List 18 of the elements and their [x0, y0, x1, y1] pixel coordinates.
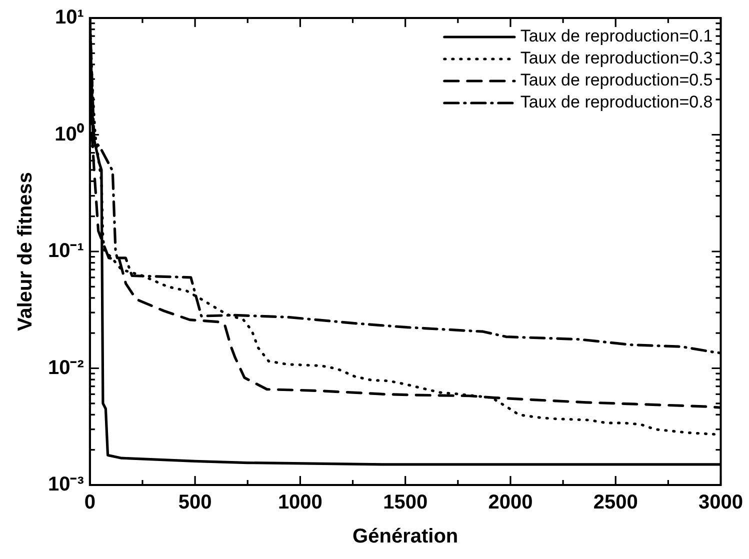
x-tick-label: 2000 [488, 492, 533, 514]
legend-label: Taux de reproduction=0.8 [520, 92, 713, 112]
x-tick-label: 0 [84, 492, 96, 514]
y-tick-label: 10⁻³ [48, 474, 84, 496]
x-tick-label: 500 [178, 492, 212, 514]
legend-label: Taux de reproduction=0.1 [520, 26, 713, 46]
y-tick-label: 10⁻¹ [48, 240, 84, 262]
y-axis-title: Valeur de fitness [14, 172, 37, 331]
y-tick-label: 10⁻² [48, 356, 84, 379]
legend-label: Taux de reproduction=0.3 [520, 48, 713, 68]
x-axis-title: Génération [352, 526, 458, 548]
x-tick-label: 2500 [593, 492, 638, 514]
y-tick-label: 10⁰ [54, 122, 84, 146]
legend-label: Taux de reproduction=0.5 [520, 70, 713, 90]
y-tick-label: 10¹ [55, 6, 84, 29]
x-tick-label: 1500 [383, 492, 428, 514]
x-tick-label: 1000 [278, 492, 322, 514]
x-tick-label: 3000 [698, 492, 744, 514]
